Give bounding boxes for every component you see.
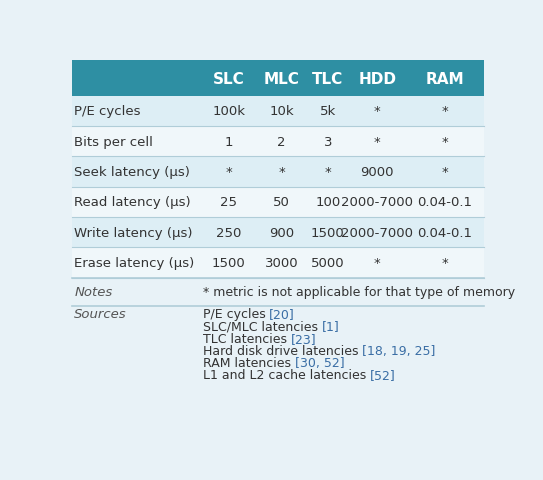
Text: HDD: HDD bbox=[358, 72, 396, 86]
Text: [20]: [20] bbox=[269, 308, 295, 321]
Text: SLC: SLC bbox=[213, 72, 245, 86]
Text: Notes: Notes bbox=[74, 286, 112, 299]
Text: 900: 900 bbox=[269, 226, 294, 239]
Bar bbox=[72, 248, 484, 278]
Text: L1 and L2 cache latencies: L1 and L2 cache latencies bbox=[203, 369, 370, 382]
Text: 2: 2 bbox=[277, 135, 286, 148]
Text: *: * bbox=[441, 166, 448, 179]
Text: TLC: TLC bbox=[312, 72, 343, 86]
Text: Seek latency (µs): Seek latency (µs) bbox=[74, 166, 190, 179]
Text: P/E cycles: P/E cycles bbox=[203, 308, 269, 321]
Text: MLC: MLC bbox=[263, 72, 299, 86]
Text: RAM latencies: RAM latencies bbox=[203, 357, 294, 370]
Text: * metric is not applicable for that type of memory: * metric is not applicable for that type… bbox=[203, 286, 515, 299]
Bar bbox=[72, 61, 484, 96]
Text: 2000-7000: 2000-7000 bbox=[341, 196, 413, 209]
Text: 1500: 1500 bbox=[311, 226, 345, 239]
Text: 250: 250 bbox=[216, 226, 242, 239]
Text: 100k: 100k bbox=[212, 105, 245, 118]
Text: Sources: Sources bbox=[74, 308, 127, 321]
Text: [30, 52]: [30, 52] bbox=[294, 357, 344, 370]
Bar bbox=[72, 278, 484, 306]
Text: [52]: [52] bbox=[370, 369, 395, 382]
Text: Write latency (µs): Write latency (µs) bbox=[74, 226, 193, 239]
Text: Hard disk drive latencies: Hard disk drive latencies bbox=[203, 344, 362, 357]
Text: 100: 100 bbox=[315, 196, 340, 209]
Text: 0.04-0.1: 0.04-0.1 bbox=[417, 196, 472, 209]
Text: *: * bbox=[324, 166, 331, 179]
Text: 5000: 5000 bbox=[311, 257, 345, 270]
Text: *: * bbox=[441, 257, 448, 270]
Text: Bits per cell: Bits per cell bbox=[74, 135, 153, 148]
Bar bbox=[72, 157, 484, 187]
Text: *: * bbox=[374, 135, 381, 148]
Text: *: * bbox=[441, 135, 448, 148]
Text: *: * bbox=[278, 166, 285, 179]
Text: 3000: 3000 bbox=[264, 257, 298, 270]
Text: [18, 19, 25]: [18, 19, 25] bbox=[362, 344, 435, 357]
Text: RAM: RAM bbox=[425, 72, 464, 86]
Text: *: * bbox=[441, 105, 448, 118]
Bar bbox=[72, 217, 484, 248]
Text: 5k: 5k bbox=[320, 105, 336, 118]
Text: 9000: 9000 bbox=[361, 166, 394, 179]
Text: *: * bbox=[225, 166, 232, 179]
Text: *: * bbox=[374, 257, 381, 270]
Bar bbox=[72, 306, 484, 385]
Text: 50: 50 bbox=[273, 196, 290, 209]
Text: 10k: 10k bbox=[269, 105, 294, 118]
Text: 2000-7000: 2000-7000 bbox=[341, 226, 413, 239]
Text: [1]: [1] bbox=[321, 320, 339, 333]
Text: 1500: 1500 bbox=[212, 257, 246, 270]
Text: 1: 1 bbox=[225, 135, 233, 148]
Bar bbox=[72, 187, 484, 217]
Text: Erase latency (µs): Erase latency (µs) bbox=[74, 257, 194, 270]
Bar bbox=[72, 96, 484, 127]
Text: TLC latencies: TLC latencies bbox=[203, 332, 291, 345]
Text: 0.04-0.1: 0.04-0.1 bbox=[417, 226, 472, 239]
Text: [23]: [23] bbox=[291, 332, 316, 345]
Text: SLC/MLC latencies: SLC/MLC latencies bbox=[203, 320, 321, 333]
Text: *: * bbox=[374, 105, 381, 118]
Text: Read latency (µs): Read latency (µs) bbox=[74, 196, 191, 209]
Text: 25: 25 bbox=[220, 196, 237, 209]
Text: P/E cycles: P/E cycles bbox=[74, 105, 141, 118]
Text: 3: 3 bbox=[324, 135, 332, 148]
Bar bbox=[72, 127, 484, 157]
